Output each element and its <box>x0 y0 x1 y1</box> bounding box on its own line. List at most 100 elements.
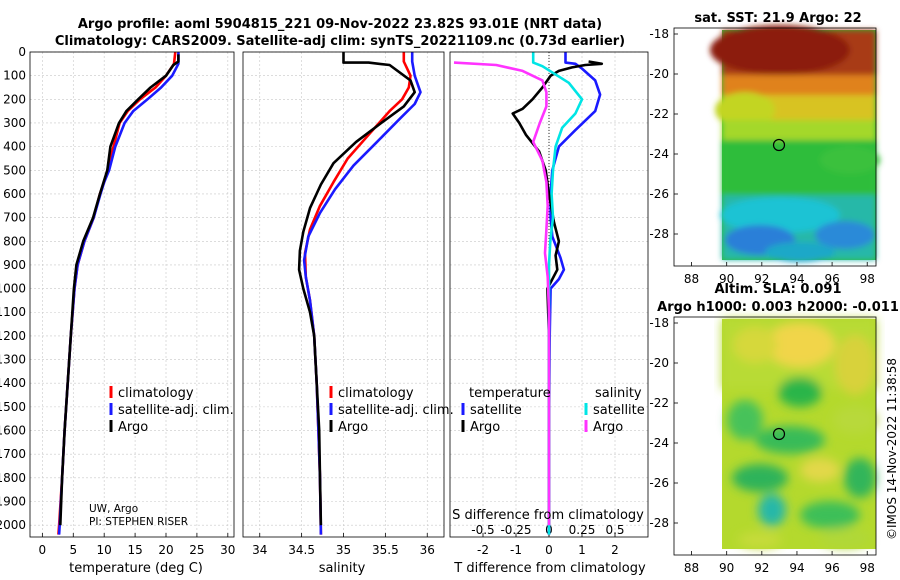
y-tick-label: 1600 <box>0 424 26 438</box>
temperature-legend: climatology satellite-adj. clim. Argo <box>109 386 234 435</box>
legend-label-temp-argo: Argo <box>470 420 500 435</box>
panel-frame <box>29 51 235 538</box>
x-tick-label: 10 <box>97 543 112 557</box>
x-tick-label: 0 <box>545 543 553 557</box>
y-tick-label: 800 <box>3 234 26 248</box>
map-y-tick-label: -28 <box>649 516 669 530</box>
x-tick-label: 35 <box>336 543 351 557</box>
y-tick-label: 1900 <box>0 495 26 509</box>
panel-frame <box>242 51 445 538</box>
salinity-profile-panel: 34 34.5 35 35.5 36 <box>242 51 445 557</box>
temperature-profile-panel: 0100200300400500600700800900100011001200… <box>0 45 235 557</box>
s-diff-tick-label: 0.25 <box>569 523 596 537</box>
figure-title-line2: Climatology: CARS2009. Satellite-adj cli… <box>55 34 625 49</box>
x-tick-label: -2 <box>477 543 489 557</box>
legend-label-sal-satellite: satellite <box>593 403 645 418</box>
timestamp: ©IMOS 14-Nov-2022 11:38:58 <box>885 358 899 540</box>
sla-argo-marker <box>772 427 786 441</box>
x-tick-label: 20 <box>158 543 173 557</box>
x-tick-label: 5 <box>69 543 77 557</box>
s-diff-tick-label: -0.5 <box>471 523 494 537</box>
s-diff-tick-label: 0.5 <box>605 523 624 537</box>
map-x-tick-label: 90 <box>719 561 734 575</box>
y-tick-label: 1300 <box>0 353 26 367</box>
y-tick-label: 1400 <box>0 376 26 390</box>
credit-line2: PI: STEPHEN RISER <box>89 516 188 528</box>
series-line-salinity-argo <box>453 61 551 526</box>
sst-argo-marker <box>772 138 786 152</box>
salinity-legend: climatology satellite-adj. clim. Argo <box>329 386 454 435</box>
s-difference-axis-label: S difference from climatology <box>452 508 644 523</box>
x-tick-label: -1 <box>510 543 522 557</box>
legend-label-climatology: climatology <box>118 386 194 401</box>
y-tick-label: 700 <box>3 211 26 225</box>
map-y-tick-label: -24 <box>649 147 669 161</box>
figure-title-line1: Argo profile: aoml 5904815_221 09-Nov-20… <box>78 17 602 32</box>
y-tick-label: 1700 <box>0 447 26 461</box>
map-y-tick-label: -28 <box>649 227 669 241</box>
legend-label-argo-s: Argo <box>338 420 368 435</box>
panel-frame <box>449 51 649 538</box>
sla-map-title: Altim. SLA: 0.091 <box>715 282 842 297</box>
y-tick-label: 900 <box>3 258 26 272</box>
x-tick-label: 1 <box>578 543 586 557</box>
y-tick-label: 1100 <box>0 305 26 319</box>
series-group <box>297 52 422 535</box>
map-frame <box>673 27 877 267</box>
map-x-tick-label: 98 <box>860 272 875 286</box>
y-tick-label: 1000 <box>0 282 26 296</box>
map-x-tick-label: 88 <box>684 272 699 286</box>
legend-header-temperature: temperature <box>469 386 551 401</box>
y-tick-label: 600 <box>3 187 26 201</box>
map-x-tick-label: 94 <box>789 272 804 286</box>
sst-map <box>710 25 880 262</box>
map-y-tick-label: -26 <box>649 187 669 201</box>
difference-legend: temperature salinity satellite Argo sate… <box>461 386 645 435</box>
map-y-tick-label: -26 <box>649 476 669 490</box>
legend-header-salinity: salinity <box>595 386 642 401</box>
map-x-tick-label: 98 <box>860 561 875 575</box>
y-tick-label: 300 <box>3 116 26 130</box>
credit-line1: UW, Argo <box>89 503 138 515</box>
series-line-temperature-argo <box>511 60 604 526</box>
map-y-tick-label: -22 <box>649 107 669 121</box>
map-y-tick-label: -20 <box>649 67 669 81</box>
y-tick-label: 500 <box>3 163 26 177</box>
series-line-argo <box>297 52 416 526</box>
x-tick-label: 0 <box>39 543 47 557</box>
x-tick-label: 34 <box>252 543 267 557</box>
map-x-tick-label: 92 <box>754 561 769 575</box>
series-line-satellite-adj-clim- <box>302 52 422 535</box>
y-tick-label: 1800 <box>0 471 26 485</box>
sst-map-title: sat. SST: 21.9 Argo: 22 <box>694 11 861 26</box>
legend-label-satellite: satellite-adj. clim. <box>118 403 234 418</box>
y-tick-label: 2000 <box>0 518 26 532</box>
legend-label-argo: Argo <box>118 420 148 435</box>
sla-map <box>722 319 877 549</box>
s-diff-tick-label: -0.25 <box>500 523 531 537</box>
series-line-argo <box>59 54 180 526</box>
y-tick-label: 100 <box>3 69 26 83</box>
map-frame <box>673 316 877 556</box>
x-tick-label: 25 <box>189 543 204 557</box>
sst-map-axes: 88 90 92 94 96 98 -18 -20 -22 -24 -26 -28 <box>649 27 877 286</box>
map-x-tick-label: 94 <box>789 561 804 575</box>
salinity-axis-label: salinity <box>319 561 366 576</box>
y-tick-label: 1200 <box>0 329 26 343</box>
x-tick-label: 2 <box>611 543 619 557</box>
series-group <box>57 52 180 535</box>
map-x-tick-label: 92 <box>754 272 769 286</box>
map-y-tick-label: -18 <box>649 27 669 41</box>
map-y-tick-label: -22 <box>649 396 669 410</box>
map-x-tick-label: 88 <box>684 561 699 575</box>
series-line-temperature-satellite <box>547 52 602 535</box>
sla-map-axes: 88 90 92 94 96 98 -18 -20 -22 -24 -26 -28 <box>649 316 877 575</box>
x-tick-label: 30 <box>220 543 235 557</box>
x-tick-label: 34.5 <box>288 543 315 557</box>
y-tick-label: 0 <box>18 45 26 59</box>
map-x-tick-label: 96 <box>824 272 839 286</box>
legend-label-climatology-s: climatology <box>338 386 414 401</box>
y-tick-label: 200 <box>3 92 26 106</box>
y-tick-label: 400 <box>3 140 26 154</box>
